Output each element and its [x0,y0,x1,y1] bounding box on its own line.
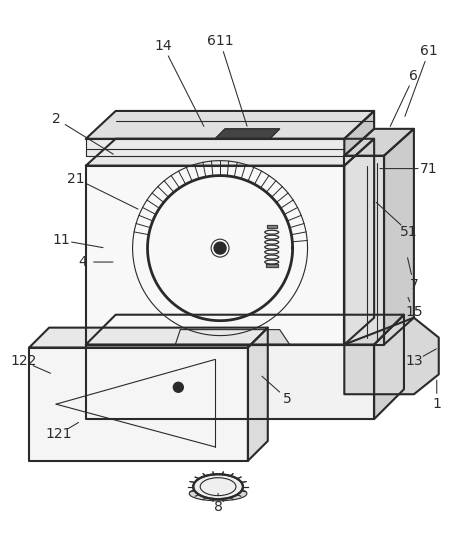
Polygon shape [86,111,374,139]
Text: 122: 122 [10,354,36,369]
Polygon shape [86,315,404,345]
Polygon shape [86,166,344,345]
Text: 121: 121 [46,427,72,441]
Polygon shape [215,129,280,139]
Polygon shape [176,330,290,345]
Ellipse shape [193,474,243,499]
Polygon shape [344,129,414,156]
Circle shape [173,383,183,392]
Text: 15: 15 [405,305,423,319]
Text: 51: 51 [400,225,418,239]
Text: 14: 14 [155,40,172,54]
Circle shape [214,242,226,254]
Polygon shape [267,225,277,228]
Ellipse shape [189,486,247,501]
Text: 5: 5 [283,392,292,406]
Text: 61: 61 [420,44,438,58]
Text: 611: 611 [207,34,233,48]
Text: 6: 6 [409,69,418,83]
Polygon shape [86,345,374,419]
Polygon shape [29,348,248,461]
Polygon shape [384,129,414,345]
Polygon shape [344,156,384,345]
Polygon shape [266,264,278,267]
Polygon shape [29,327,268,348]
Text: 1: 1 [432,397,441,411]
Text: 2: 2 [52,112,61,126]
Polygon shape [344,139,374,345]
Text: 11: 11 [52,233,70,247]
Polygon shape [86,139,344,156]
Text: 21: 21 [67,172,85,186]
Text: 8: 8 [213,500,223,514]
Polygon shape [248,327,268,461]
Polygon shape [344,318,439,394]
Text: 7: 7 [409,278,418,292]
Polygon shape [374,315,404,419]
Text: 71: 71 [420,162,438,175]
Polygon shape [86,139,374,166]
Text: 4: 4 [79,255,87,269]
Text: 13: 13 [405,354,423,369]
Polygon shape [344,111,374,156]
